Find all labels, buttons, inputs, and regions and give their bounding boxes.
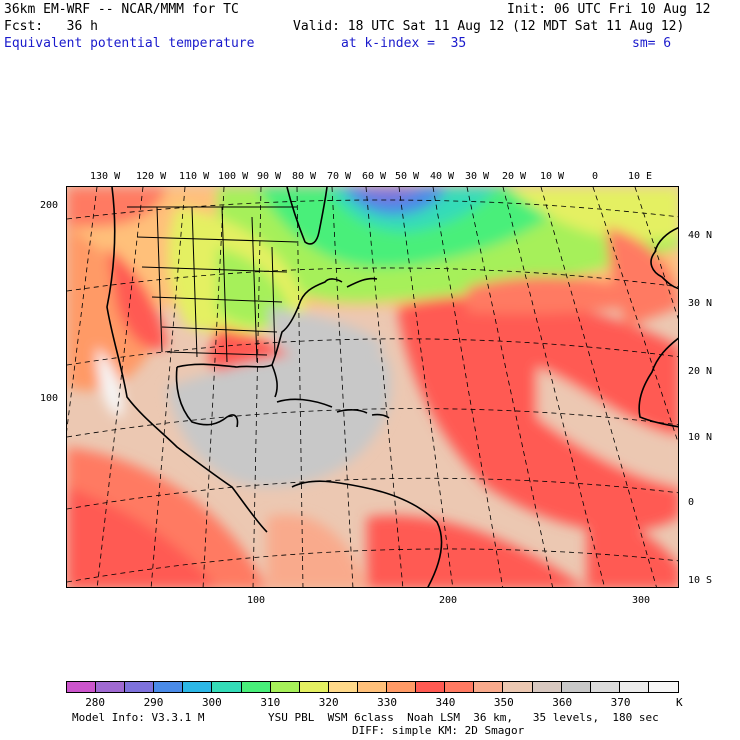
lon-label: 0	[592, 171, 599, 182]
colorbar-swatch	[212, 682, 242, 692]
colorbar-swatch	[590, 682, 620, 692]
lat-label: 40 N	[688, 230, 713, 241]
grid-x-label: 300	[632, 595, 651, 606]
borders	[127, 206, 298, 363]
colorbar-swatch	[299, 682, 329, 692]
colorbar-swatch	[357, 682, 388, 692]
colorbar-swatch	[328, 682, 358, 692]
colorbar-swatch	[503, 682, 533, 692]
lon-label: 10 E	[628, 171, 653, 182]
colorbar-swatch	[270, 682, 300, 692]
colorbar-tick-label: 360	[552, 696, 573, 709]
lon-label: 70 W	[327, 171, 352, 182]
colorbar-tick-label: 300	[201, 696, 222, 709]
colorbar-swatch	[648, 682, 678, 692]
lon-label: 60 W	[362, 171, 387, 182]
lat-label: 0	[688, 497, 695, 508]
colorbar-tick-label: 330	[377, 696, 397, 709]
grid-x-label: 200	[439, 595, 458, 606]
grid-x-label: 100	[247, 595, 266, 606]
colorbar-swatch	[619, 682, 649, 692]
colorbar	[66, 681, 679, 693]
colorbar-swatch	[532, 682, 562, 692]
colorbar-swatch	[445, 682, 475, 692]
valid-time: Valid: 18 UTC Sat 11 Aug 12 (12 MDT Sat …	[293, 19, 685, 34]
coastlines	[106, 187, 678, 587]
grid-y-label: 100	[40, 393, 59, 404]
colorbar-swatch	[67, 682, 97, 692]
colorbar-swatch	[154, 682, 184, 692]
lon-label: 20 W	[502, 171, 527, 182]
colorbar-tick-label: 340	[435, 696, 456, 709]
colorbar-swatch	[387, 682, 417, 692]
physics-line-2: DIFF: simple KM: 2D Smagor	[352, 724, 525, 737]
k-index-label: at k-index = 35	[341, 36, 467, 51]
colorbar-tick-label: 370	[610, 696, 631, 709]
lon-label: 90 W	[257, 171, 282, 182]
colorbar-swatch	[241, 682, 271, 692]
physics-line-1: YSU PBL WSM 6class Noah LSM 36 km, 35 le…	[268, 711, 659, 724]
colorbar-swatch	[416, 682, 446, 692]
colorbar-tick-label: 290	[143, 696, 164, 709]
lon-label: 120 W	[136, 171, 167, 182]
graticule	[67, 187, 678, 587]
colorbar-tick-label: 350	[493, 696, 514, 709]
lat-label: 10 N	[688, 432, 713, 443]
lon-label: 40 W	[430, 171, 455, 182]
lon-label: 100 W	[218, 171, 249, 182]
theta-e-map	[66, 186, 679, 588]
colorbar-swatch	[183, 682, 213, 692]
lon-label: 30 W	[465, 171, 490, 182]
colorbar-swatch	[561, 682, 591, 692]
model-title: 36km EM-WRF -- NCAR/MMM for TC	[4, 2, 239, 17]
colorbar-tick-label: 320	[318, 696, 339, 709]
lon-label: 50 W	[395, 171, 420, 182]
theta-e-field	[67, 187, 678, 587]
lat-label: 30 N	[688, 298, 713, 309]
lon-label: 80 W	[292, 171, 317, 182]
init-time: Init: 06 UTC Fri 10 Aug 12	[507, 2, 711, 17]
lon-label: 130 W	[90, 171, 121, 182]
colorbar-swatch	[125, 682, 155, 692]
lat-label: 20 N	[688, 366, 713, 377]
lon-label: 10 W	[540, 171, 565, 182]
colorbar-tick-label: 310	[260, 696, 281, 709]
colorbar-tick-label: 280	[85, 696, 106, 709]
field-name: Equivalent potential temperature	[4, 36, 255, 51]
model-info: Model Info: V3.3.1 M	[72, 711, 205, 724]
colorbar-swatch	[474, 682, 504, 692]
forecast-hour: Fcst: 36 h	[4, 19, 98, 34]
lon-label: 110 W	[179, 171, 210, 182]
lat-label: 10 S	[688, 575, 713, 586]
colorbar-unit: K	[676, 696, 683, 709]
grid-y-label: 200	[40, 200, 59, 211]
colorbar-swatch	[96, 682, 126, 692]
smoothing-label: sm= 6	[632, 36, 672, 51]
